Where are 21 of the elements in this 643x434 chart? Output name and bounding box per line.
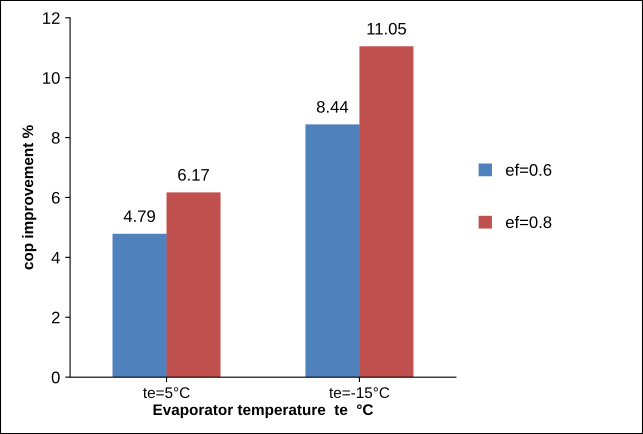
y-tick-label: 12	[43, 12, 60, 24]
y-tick-label: 8	[52, 132, 60, 144]
data-label: 8.44	[316, 100, 348, 113]
x-tick-label: te=-15°C	[329, 387, 390, 398]
bar	[305, 124, 360, 378]
y-tick-label: 2	[52, 312, 60, 324]
y-tick-label: 6	[52, 192, 60, 204]
data-label: 6.17	[178, 168, 209, 181]
legend-label: ef=0.8	[506, 216, 552, 228]
data-label: 11.05	[367, 22, 406, 35]
y-tick-label: 4	[51, 252, 60, 264]
x-tick-label: te=5°C	[143, 387, 190, 398]
y-axis-title: cop improvement %	[22, 125, 36, 270]
bar	[166, 192, 221, 378]
bar	[112, 234, 167, 378]
y-tick-label: 10	[43, 72, 60, 84]
legend-label: ef=0.6	[506, 164, 552, 176]
data-label: 4.79	[124, 210, 155, 222]
x-axis-title: Evaporator temperature te °C	[154, 404, 374, 418]
y-tick-label: 0	[52, 372, 60, 384]
bar	[359, 46, 414, 378]
